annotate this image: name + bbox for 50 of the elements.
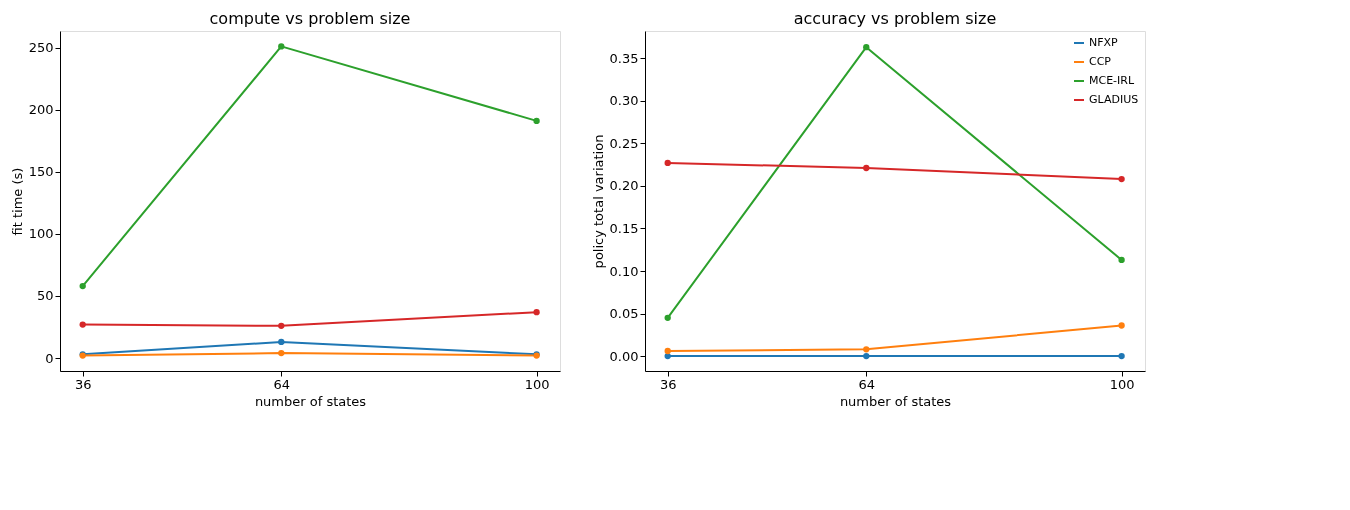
point xyxy=(1118,322,1125,329)
y-axis-title: fit time (s) xyxy=(9,167,25,236)
y-axis-title: policy total variation xyxy=(590,134,606,269)
x-axis-title: number of states xyxy=(839,393,952,409)
y-tick-label: 0.15 xyxy=(609,220,639,236)
point xyxy=(533,117,540,125)
point xyxy=(533,308,540,316)
point xyxy=(278,43,285,50)
point xyxy=(278,322,285,329)
x-tick-label: 100 xyxy=(1109,376,1135,392)
x-tick-label: 100 xyxy=(524,376,550,392)
point xyxy=(863,346,870,353)
point xyxy=(863,164,870,172)
y-tick-label: 0.25 xyxy=(609,135,639,151)
point xyxy=(664,347,671,355)
point xyxy=(1118,175,1125,183)
chart-title: accuracy vs problem size xyxy=(793,9,997,28)
y-tick-label: 0.30 xyxy=(609,93,639,109)
y-tick-label: 0.20 xyxy=(609,178,639,194)
legend-label: CCP xyxy=(1089,55,1112,68)
point xyxy=(278,338,285,346)
point xyxy=(79,321,86,328)
y-tick-label: 200 xyxy=(28,102,54,118)
x-tick-label: 36 xyxy=(74,376,92,392)
point xyxy=(278,349,285,357)
y-tick-label: 0 xyxy=(45,350,54,366)
point xyxy=(664,314,671,321)
y-tick-label: 0.35 xyxy=(609,50,639,66)
point xyxy=(863,352,870,360)
point xyxy=(664,159,671,167)
y-tick-label: 0.00 xyxy=(609,348,639,364)
x-axis-title: number of states xyxy=(254,393,367,409)
x-tick-label: 64 xyxy=(273,376,291,392)
y-tick-label: 0.05 xyxy=(609,306,639,322)
legend-label: GLADIUS xyxy=(1089,93,1139,106)
point xyxy=(1118,256,1125,264)
legend-label: MCE-IRL xyxy=(1089,74,1135,87)
x-tick-label: 64 xyxy=(858,376,876,392)
point xyxy=(664,352,671,360)
point xyxy=(1118,352,1125,360)
y-tick-label: 50 xyxy=(36,288,54,304)
chart-title: compute vs problem size xyxy=(209,9,411,28)
point xyxy=(79,282,86,290)
x-tick-label: 36 xyxy=(659,376,677,392)
point xyxy=(863,44,870,51)
y-tick-label: 0.10 xyxy=(609,263,639,279)
legend-label: NFXP xyxy=(1089,36,1119,49)
y-tick-label: 100 xyxy=(28,226,54,242)
y-tick-label: 250 xyxy=(28,40,54,56)
y-tick-label: 150 xyxy=(28,164,54,180)
